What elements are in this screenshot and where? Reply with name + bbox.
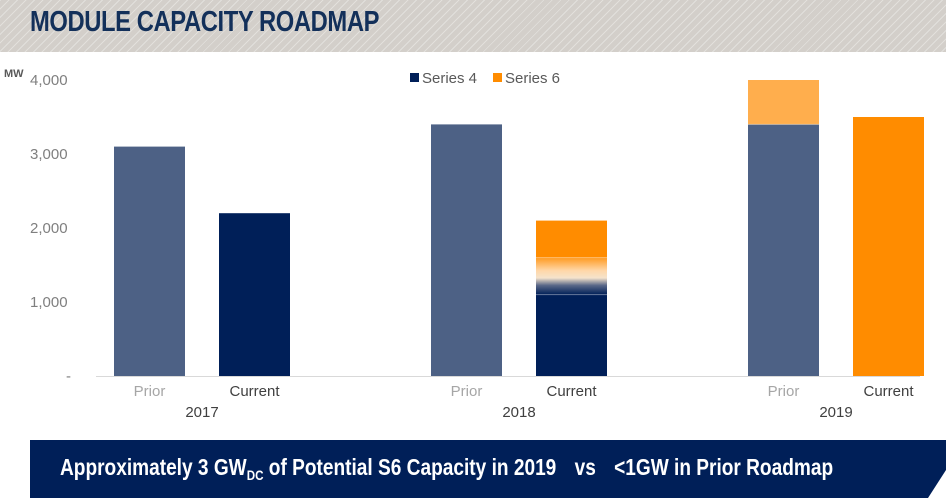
bar-2018-current-segment-2 [536, 220, 607, 258]
banner-capacity-text: Approximately 3 GW [60, 454, 247, 480]
capacity-chart: MW - 1,000 2,000 3,000 4,000 Series 4 Series 6… [4, 68, 924, 421]
y-tick-label: 1,000 [30, 294, 68, 311]
x-category-label: Current [863, 383, 914, 400]
banner-capacity-text-rest: of Potential S6 Capacity in 2019 [263, 454, 557, 480]
summary-banner: Approximately 3 GWDC of Potential S6 Cap… [30, 440, 946, 498]
legend-swatch-series-6 [493, 73, 502, 82]
bar-2018-current-segment-0 [536, 294, 607, 376]
bar-2017-prior-segment-0 [114, 146, 185, 376]
x-category-label: Current [229, 383, 280, 400]
banner-background [30, 440, 946, 498]
x-category-label: Prior [451, 383, 483, 400]
legend-label: Series 4 [422, 70, 477, 87]
bar-2019-prior-segment-0 [748, 124, 819, 377]
bar-2019-prior-segment-1 [748, 80, 819, 125]
y-tick-label: 4,000 [30, 72, 68, 89]
header-bar: MODULE CAPACITY ROADMAP [0, 0, 946, 52]
banner-vs: vs [574, 454, 596, 480]
y-axis-unit: MW [4, 68, 24, 80]
legend-label: Series 6 [505, 70, 560, 87]
x-year-label: 2017 [185, 404, 218, 421]
x-category-label: Prior [768, 383, 800, 400]
banner-text: Approximately 3 GWDC of Potential S6 Cap… [60, 454, 833, 483]
x-category-label: Current [546, 383, 597, 400]
banner-subscript: DC [246, 467, 264, 483]
bar-2019-current-segment-0 [853, 117, 924, 376]
bar-2018-prior-segment-0 [431, 124, 502, 377]
x-year-label: 2019 [819, 404, 852, 421]
banner-prior-text: <1GW in Prior Roadmap [614, 454, 834, 480]
bar-2018-current-segment-1 [536, 257, 607, 295]
x-year-label: 2018 [502, 404, 535, 421]
y-tick-label: 2,000 [30, 220, 68, 237]
y-tick-label: 3,000 [30, 146, 68, 163]
y-tick-label: - [66, 368, 71, 385]
page-title: MODULE CAPACITY ROADMAP [30, 6, 380, 38]
bar-2017-current-segment-0 [219, 213, 290, 376]
x-category-label: Prior [134, 383, 166, 400]
legend-swatch-series-4 [410, 73, 419, 82]
